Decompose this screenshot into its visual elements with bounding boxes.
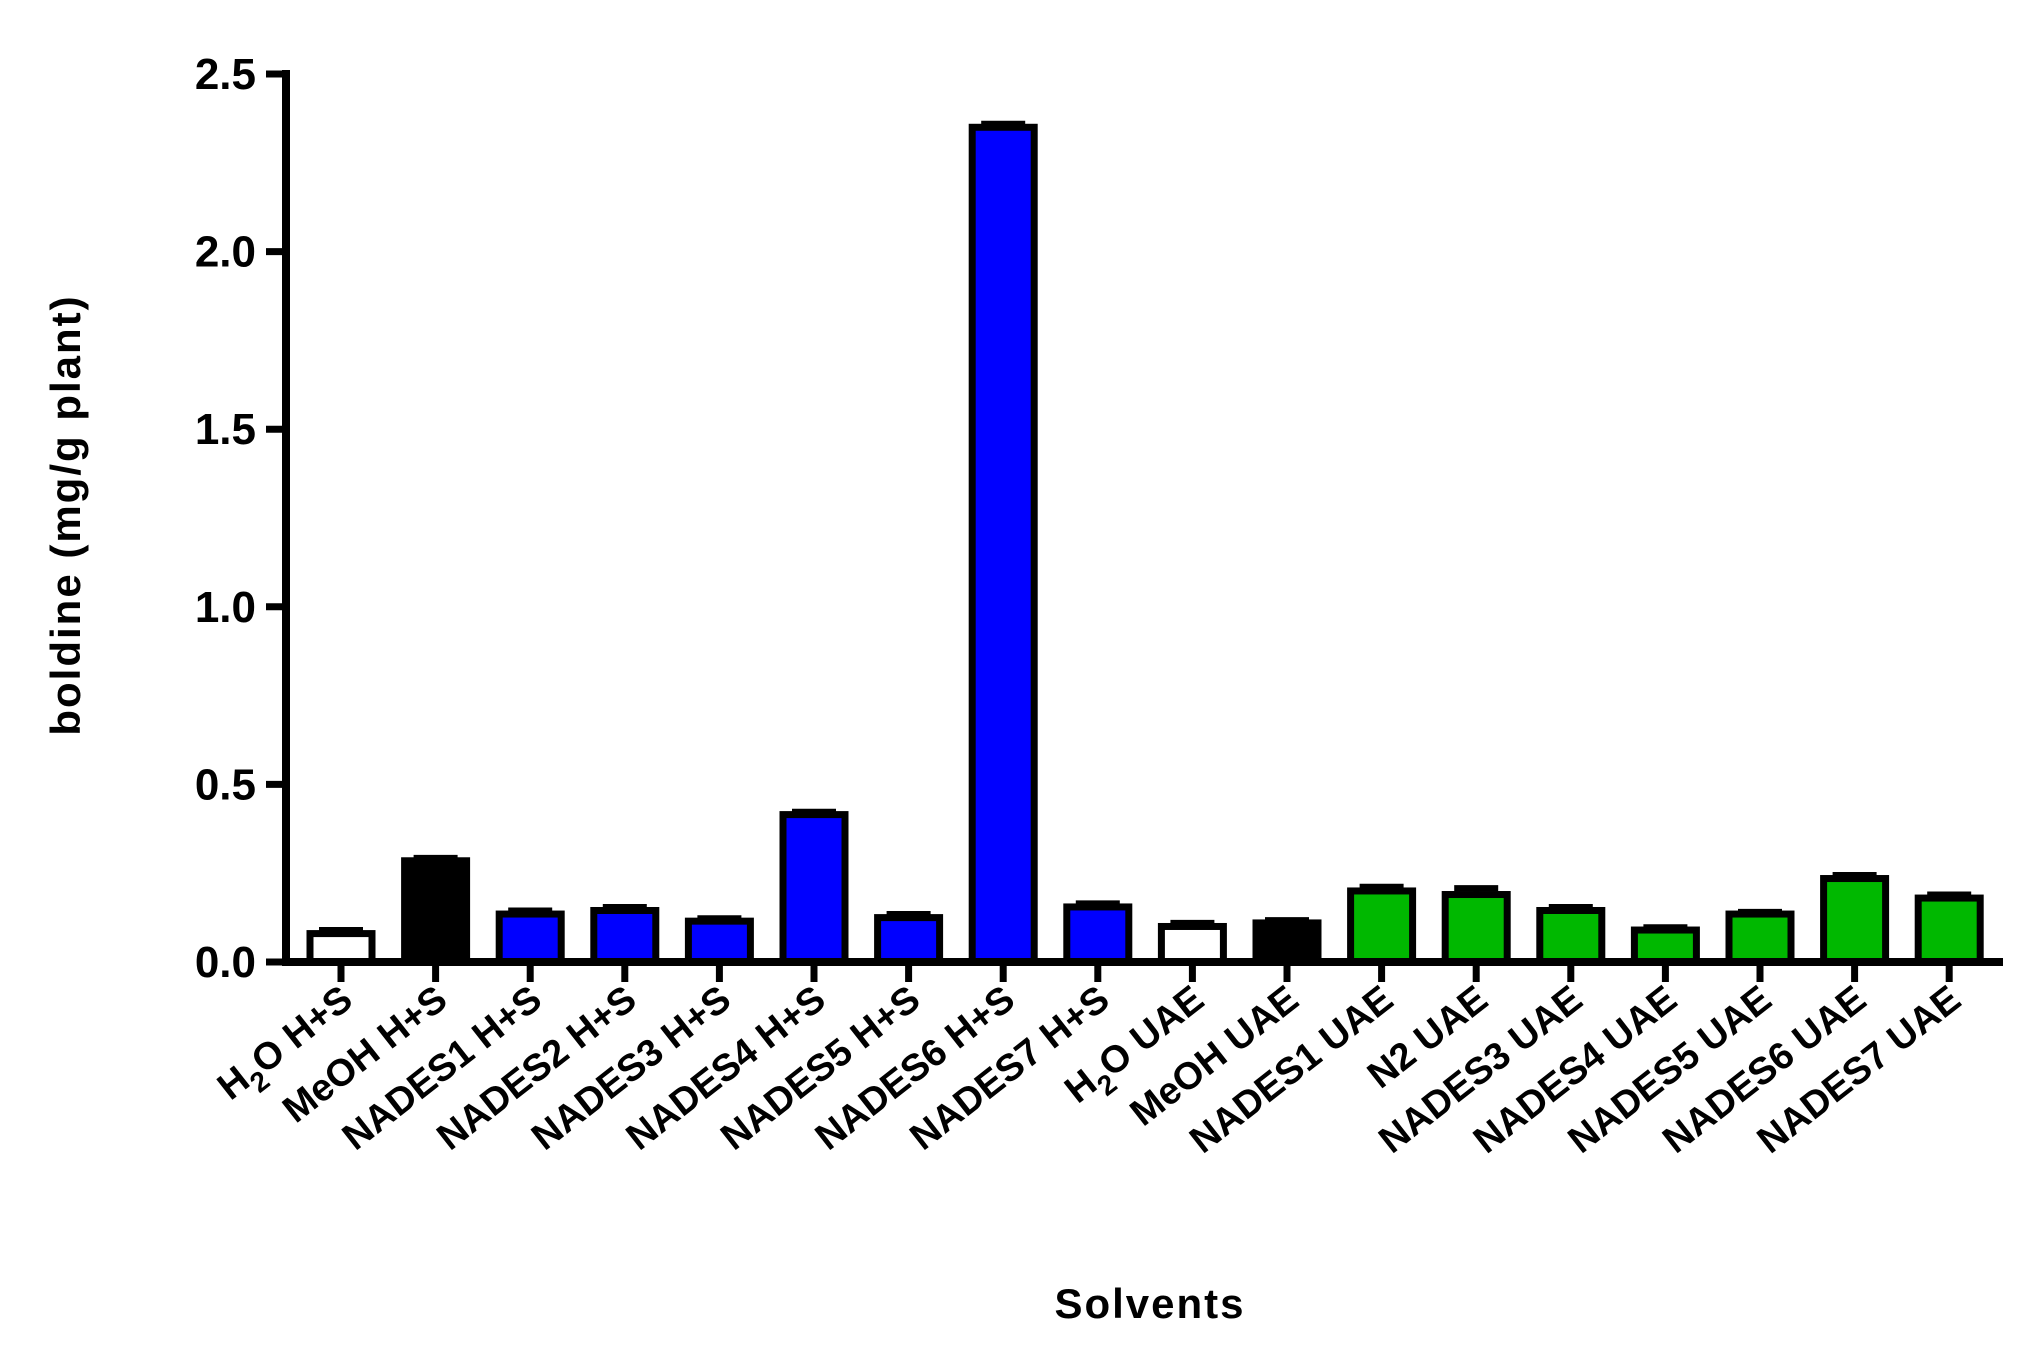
bar xyxy=(495,910,565,966)
bar xyxy=(1820,875,1890,966)
bars-group xyxy=(306,123,1984,966)
bar xyxy=(874,914,944,966)
bar xyxy=(1347,887,1417,966)
bar xyxy=(590,906,660,966)
y-axis-title: boldine (mg/g plant) xyxy=(42,294,89,735)
bar xyxy=(779,811,849,966)
bar xyxy=(1725,910,1795,966)
bar xyxy=(684,917,754,966)
bar xyxy=(1536,906,1606,966)
bar xyxy=(401,857,471,966)
y-tick-label: 2.0 xyxy=(195,228,256,277)
bar xyxy=(968,123,1038,966)
y-tick-label: 0.5 xyxy=(195,760,256,809)
y-tick-label: 1.5 xyxy=(195,405,256,454)
bar xyxy=(1252,919,1322,966)
bar xyxy=(1630,926,1700,966)
y-axis-ticks: 0.0 0.5 1.0 1.5 2.0 2.5 xyxy=(195,50,286,987)
bar xyxy=(1157,922,1227,966)
bar xyxy=(306,930,376,966)
bar xyxy=(1063,903,1133,966)
bar xyxy=(1914,894,1984,966)
x-axis-title: Solvents xyxy=(1054,1280,1245,1327)
x-axis-ticks xyxy=(337,962,1953,982)
y-tick-label: 2.5 xyxy=(195,50,256,99)
error-bars-group xyxy=(319,120,1972,934)
y-tick-label: 1.0 xyxy=(195,583,256,632)
bar xyxy=(1441,891,1511,966)
y-tick-label: 0.0 xyxy=(195,938,256,987)
